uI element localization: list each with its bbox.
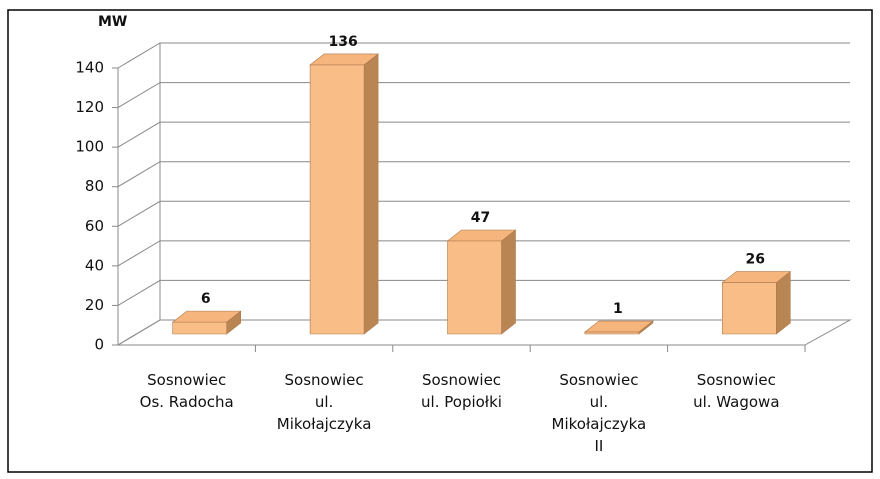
x-tick-label: Sosnowiec ul. Wagowa [693, 371, 779, 411]
data-label: 26 [746, 252, 765, 268]
bar-face [172, 321, 227, 335]
grid-line [117, 161, 850, 188]
y-tick-label: 60 [85, 217, 104, 235]
x-tick-label: Sosnowiec Os. Radocha [140, 371, 234, 411]
data-label: 47 [471, 210, 490, 226]
x-tick-label: Sosnowiec ul. Mikołajczyka [277, 371, 372, 433]
grid-line [117, 82, 850, 109]
y-tick-label: 20 [85, 296, 104, 314]
bar-face [363, 53, 379, 335]
x-tick-label: Sosnowiec ul. Popiołki [421, 371, 502, 411]
y-tick-label: 0 [94, 336, 104, 354]
data-label: 1 [613, 301, 623, 317]
grid-line [117, 42, 850, 69]
data-label: 6 [201, 291, 211, 307]
bar-face [309, 64, 365, 335]
bar-face [447, 240, 502, 335]
bar [171, 310, 242, 335]
y-tick-label: 80 [85, 177, 104, 195]
grid-line [117, 200, 850, 227]
bar [446, 229, 517, 335]
bar-face [584, 331, 640, 335]
bar-face [721, 282, 777, 335]
y-tick-label: 100 [75, 138, 104, 156]
bar [721, 270, 792, 335]
y-tick-label: 120 [75, 98, 104, 116]
bar-face [501, 229, 516, 335]
grid-line [117, 319, 850, 346]
grid-line [117, 279, 850, 306]
grid-line [117, 240, 850, 267]
y-axis-label: MW [98, 14, 127, 30]
y-tick-label: 140 [75, 59, 104, 77]
x-tick-label: Sosnowiec ul. Mikołajczyka II [552, 371, 647, 455]
data-label: 136 [328, 34, 357, 50]
y-tick-label: 40 [85, 256, 104, 274]
bar [309, 53, 379, 335]
bar [584, 320, 654, 335]
grid-line [117, 121, 850, 148]
